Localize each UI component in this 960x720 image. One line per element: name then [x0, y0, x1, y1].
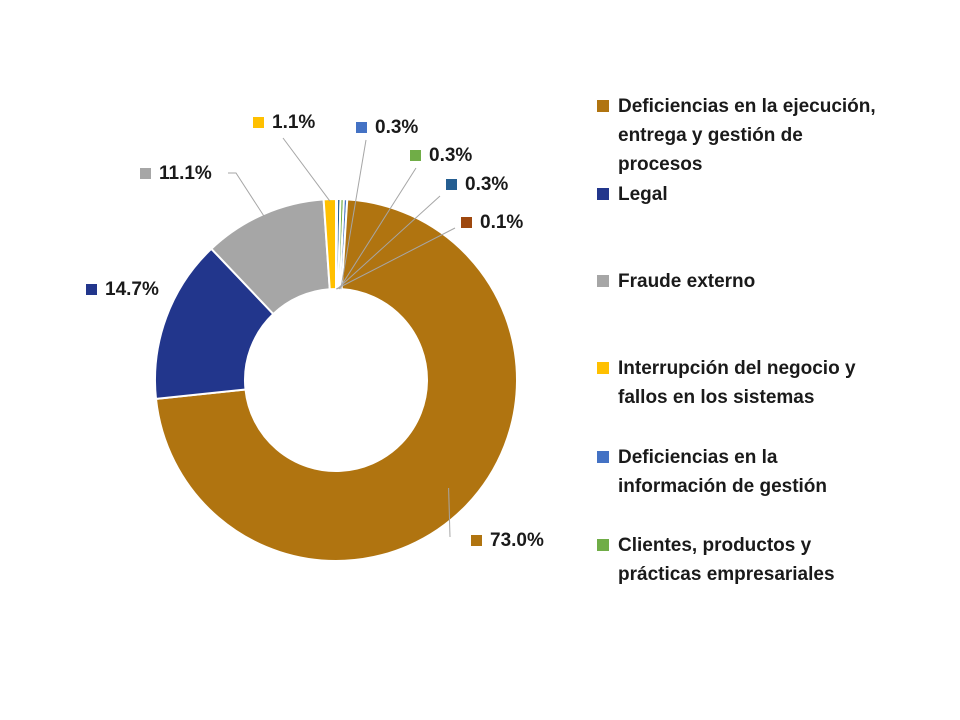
data-label: 73.0% [490, 530, 544, 551]
leader-line [228, 172, 265, 217]
legend-item-legal: Legal [597, 180, 878, 209]
data-label-swatch [461, 217, 472, 228]
leader-line [338, 167, 417, 290]
leader-line [336, 227, 456, 290]
legend-label: Deficiencias en la ejecución, entrega y … [618, 96, 876, 175]
legend-swatch [597, 451, 609, 463]
legend-label: Legal [618, 184, 668, 205]
legend-item-fraude: Fraude externo [597, 267, 878, 296]
legend-item-clientes: Clientes, productos y prácticas empresar… [597, 531, 878, 589]
legend-item-interrupcion: Interrupción del negocio y fallos en los… [597, 354, 878, 412]
legend-swatch [597, 188, 609, 200]
legend-swatch [597, 275, 609, 287]
data-label-swatch [140, 168, 151, 179]
legend-item-procesos: Deficiencias en la ejecución, entrega y … [597, 92, 878, 179]
data-label-swatch [253, 117, 264, 128]
legend-label: Deficiencias en la información de gestió… [618, 447, 828, 497]
legend-swatch [597, 362, 609, 374]
data-label: 1.1% [272, 112, 315, 133]
data-label-swatch [356, 122, 367, 133]
donut-slice [322, 197, 337, 291]
leader-line [448, 487, 451, 538]
data-label-swatch [86, 284, 97, 295]
data-label-swatch [410, 150, 421, 161]
data-label: 0.1% [480, 212, 523, 233]
data-label: 14.7% [105, 279, 159, 300]
leader-line [337, 195, 441, 290]
legend-item-informacion: Deficiencias en la información de gestió… [597, 443, 878, 501]
data-label: 11.1% [159, 163, 212, 184]
data-label-swatch [471, 535, 482, 546]
leader-line [282, 137, 331, 202]
slices-layer [154, 197, 518, 562]
data-label-swatch [446, 179, 457, 190]
data-label: 0.3% [465, 174, 508, 195]
legend-label: Clientes, productos y prácticas empresar… [618, 535, 835, 585]
legend-label: Interrupción del negocio y fallos en los… [618, 358, 856, 408]
donut-slice [154, 198, 518, 562]
leader-lines-layer [228, 137, 456, 538]
data-label: 0.3% [429, 145, 472, 166]
data-label: 0.3% [375, 117, 418, 138]
legend-label: Fraude externo [618, 271, 756, 292]
data-labels-layer: 0.1% 0.3% 0.3% 0.3% 73.0% 14.7% 11.1% 1.1% [86, 112, 544, 551]
leader-line [340, 139, 367, 290]
legend-swatch [597, 100, 609, 112]
legend-swatch [597, 539, 609, 551]
